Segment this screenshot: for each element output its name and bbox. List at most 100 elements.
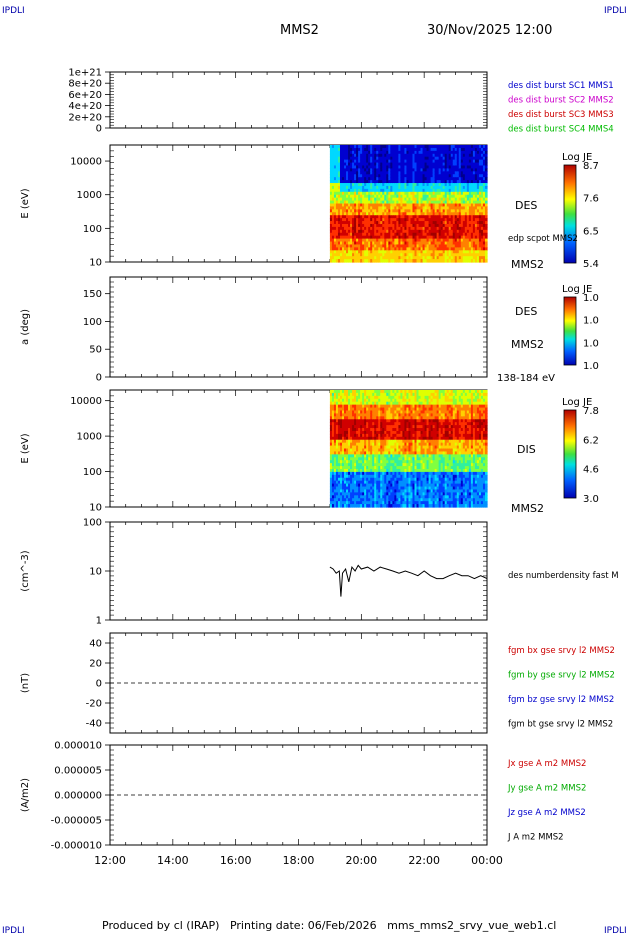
heatmap-cell xyxy=(354,238,357,243)
heatmap-cell xyxy=(344,185,347,190)
heatmap-cell xyxy=(368,215,371,219)
heatmap-cell xyxy=(374,442,377,447)
heatmap-cell xyxy=(476,156,480,161)
heatmap-cell xyxy=(368,156,371,161)
heatmap-cell xyxy=(364,232,367,237)
heatmap-cell xyxy=(394,407,397,412)
heatmap-cell xyxy=(440,183,444,187)
heatmap-cell xyxy=(452,147,456,152)
heatmap-cell xyxy=(380,392,383,397)
y-axis-label: a (deg) xyxy=(20,309,31,345)
heatmap-cell xyxy=(348,183,351,187)
heatmap-cell xyxy=(434,188,438,193)
heatmap-cell xyxy=(424,191,428,196)
heatmap-cell xyxy=(372,177,375,181)
heatmap-cell xyxy=(364,247,367,251)
heatmap-cell xyxy=(368,504,371,508)
heatmap-cell xyxy=(348,463,351,467)
heatmap-cell xyxy=(372,247,375,251)
heatmap-cell xyxy=(470,241,474,246)
heatmap-cell xyxy=(342,153,345,158)
heatmap-cell xyxy=(432,203,436,208)
heatmap-cell xyxy=(402,180,406,184)
heatmap-cell xyxy=(386,253,389,257)
heatmap-cell xyxy=(331,454,335,458)
heatmap-cell xyxy=(356,390,359,394)
heatmap-cell xyxy=(476,180,480,184)
heatmap-cell xyxy=(384,489,387,493)
heatmap-cell xyxy=(335,404,339,409)
heatmap-cell xyxy=(388,504,391,508)
heatmap-cell xyxy=(382,463,385,467)
heatmap-cell xyxy=(354,428,357,432)
heatmap-cell xyxy=(424,180,428,184)
heatmap-cell xyxy=(368,188,371,193)
heatmap-cell xyxy=(442,247,446,251)
heatmap-cell xyxy=(339,428,343,432)
heatmap-cell xyxy=(392,416,395,420)
heatmap-cell xyxy=(436,174,440,178)
heatmap-cell xyxy=(374,183,377,187)
heatmap-cell xyxy=(364,150,367,155)
heatmap-cell xyxy=(464,191,468,196)
heatmap-cell xyxy=(384,492,387,496)
heatmap-cell xyxy=(400,244,404,248)
heatmap-cell xyxy=(346,401,349,406)
heatmap-cell xyxy=(442,226,446,231)
heatmap-cell xyxy=(346,445,349,450)
heatmap-cell xyxy=(402,229,406,234)
heatmap-cell xyxy=(376,256,379,260)
heatmap-cell xyxy=(458,221,462,225)
heatmap-cell xyxy=(468,209,472,213)
heatmap-cell xyxy=(402,226,406,231)
heatmap-cell xyxy=(362,433,365,438)
heatmap-cell xyxy=(436,235,440,240)
heatmap-cell xyxy=(452,171,456,175)
heatmap-cell xyxy=(352,159,355,164)
heatmap-cell xyxy=(372,209,375,213)
heatmap-cell xyxy=(386,410,389,414)
heatmap-cell xyxy=(339,422,343,426)
heatmap-cell xyxy=(337,422,341,426)
heatmap-cell xyxy=(468,145,472,149)
heatmap-cell xyxy=(368,147,371,152)
heatmap-cell xyxy=(376,489,379,493)
heatmap-cell xyxy=(484,147,488,152)
heatmap-cell xyxy=(335,483,339,488)
heatmap-cell xyxy=(440,180,444,184)
heatmap-cell xyxy=(354,171,357,175)
heatmap-cell xyxy=(436,153,440,158)
heatmap-cell xyxy=(474,162,478,167)
heatmap-cell xyxy=(366,168,369,172)
heatmap-cell xyxy=(376,498,379,502)
heatmap-cell xyxy=(398,436,402,441)
heatmap-cell xyxy=(366,226,369,231)
heatmap-cell xyxy=(446,200,450,205)
heatmap-cell xyxy=(418,253,422,257)
heatmap-cell xyxy=(384,194,387,199)
heatmap-cell xyxy=(350,486,353,491)
heatmap-cell xyxy=(458,168,462,172)
heatmap-cell xyxy=(398,413,402,417)
heatmap-cell xyxy=(337,425,341,429)
heatmap-cell xyxy=(378,410,381,414)
heatmap-cell xyxy=(426,153,430,158)
heatmap-cell xyxy=(368,433,371,438)
heatmap-cell xyxy=(382,410,385,414)
heatmap-cell xyxy=(370,150,373,155)
series-legend-label: des dist burst SC3 MMS3 xyxy=(508,110,614,120)
heatmap-cell xyxy=(476,212,480,216)
heatmap-cell xyxy=(360,185,363,190)
heatmap-cell xyxy=(342,185,345,190)
heatmap-cell xyxy=(424,174,428,178)
heatmap-cell xyxy=(426,232,430,237)
heatmap-cell xyxy=(372,439,375,444)
heatmap-cell xyxy=(396,404,399,409)
heatmap-cell xyxy=(444,229,448,234)
heatmap-cell xyxy=(344,425,347,429)
heatmap-cell xyxy=(426,145,430,149)
heatmap-cell xyxy=(430,183,434,187)
heatmap-cell xyxy=(368,492,371,496)
heatmap-cell xyxy=(372,390,375,394)
heatmap-cell xyxy=(376,483,379,488)
